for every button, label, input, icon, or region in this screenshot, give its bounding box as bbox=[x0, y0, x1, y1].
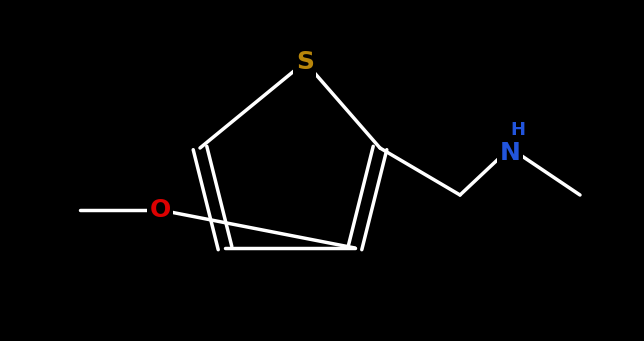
Text: O: O bbox=[149, 198, 171, 222]
Text: N: N bbox=[500, 141, 520, 165]
Text: S: S bbox=[296, 50, 314, 74]
Text: H: H bbox=[511, 121, 526, 139]
